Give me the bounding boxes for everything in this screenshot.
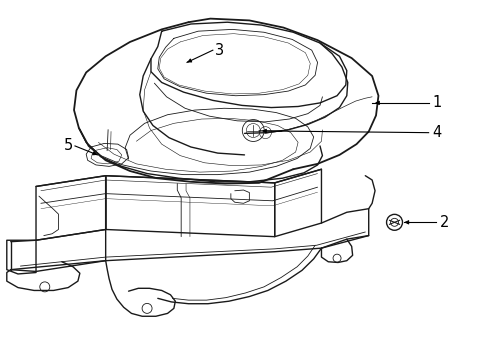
Text: 1: 1 xyxy=(431,95,441,111)
Text: 4: 4 xyxy=(431,125,441,140)
Text: 2: 2 xyxy=(439,215,448,230)
Text: 3: 3 xyxy=(214,43,224,58)
Text: 5: 5 xyxy=(63,139,73,153)
